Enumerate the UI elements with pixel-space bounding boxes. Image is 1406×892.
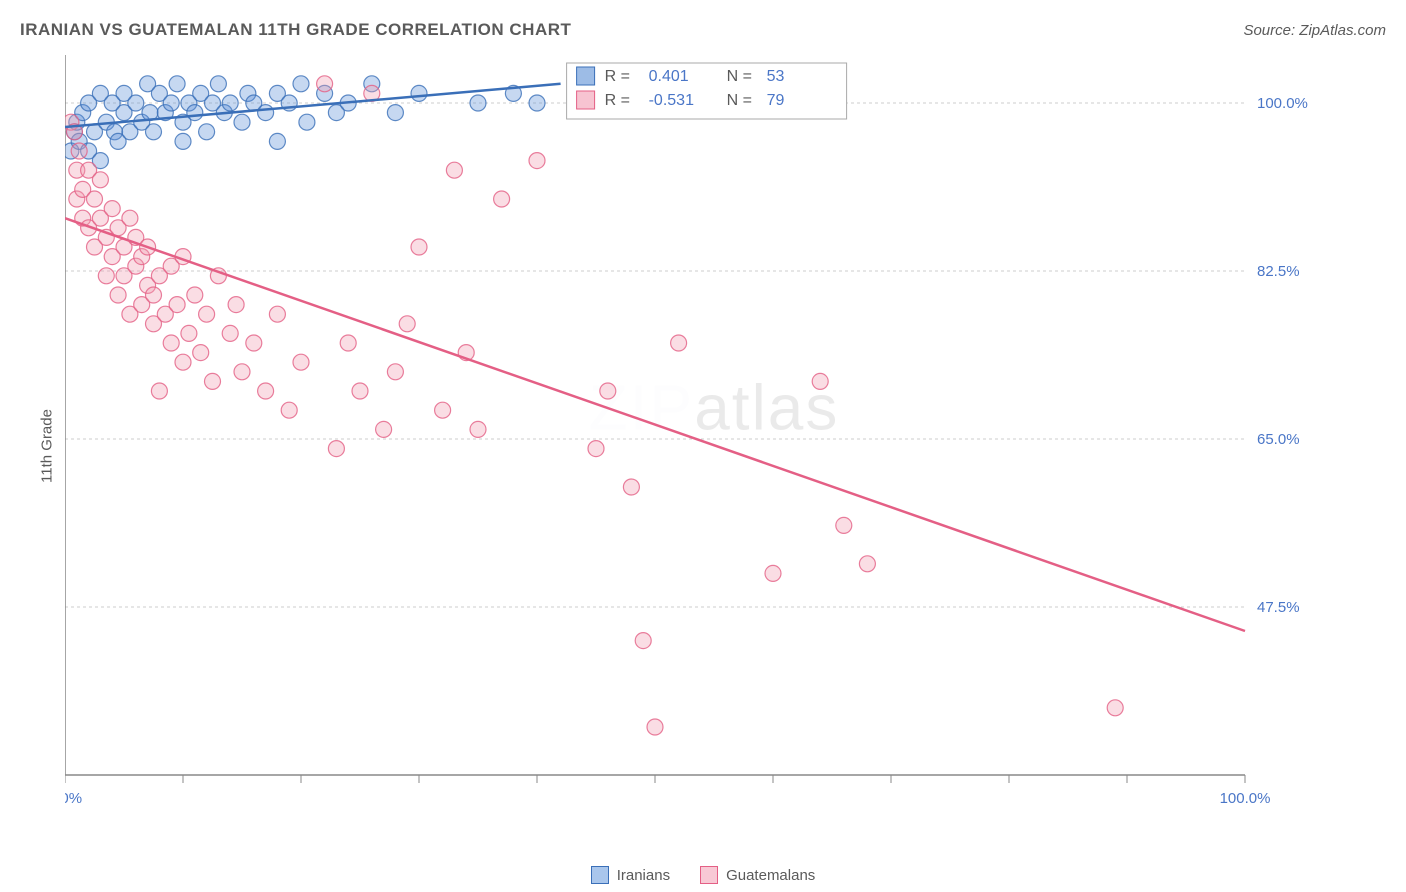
legend-swatch-iranians — [591, 866, 609, 884]
svg-text:-0.531: -0.531 — [649, 92, 694, 109]
svg-text:N =: N = — [727, 68, 752, 85]
chart-header: IRANIAN VS GUATEMALAN 11TH GRADE CORRELA… — [20, 20, 1386, 40]
legend-item-guatemalans: Guatemalans — [700, 866, 815, 884]
bottom-legend: Iranians Guatemalans — [0, 866, 1406, 884]
svg-text:0.0%: 0.0% — [65, 790, 82, 807]
plot-area: 47.5% 65.0% 82.5% 100.0% 0.0% 100.0% ZIPatlas R… — [65, 55, 1325, 815]
svg-text:47.5%: 47.5% — [1257, 599, 1300, 616]
svg-text:53: 53 — [767, 68, 785, 85]
scatter-plot-svg: 47.5% 65.0% 82.5% 100.0% 0.0% 100.0% ZIPatlas R… — [65, 55, 1325, 815]
svg-text:79: 79 — [767, 92, 785, 109]
svg-text:100.0%: 100.0% — [1220, 790, 1271, 807]
svg-text:82.5%: 82.5% — [1257, 263, 1300, 280]
legend-label-iranians: Iranians — [617, 867, 670, 884]
legend-item-iranians: Iranians — [591, 866, 670, 884]
legend-swatch-guatemalans — [700, 866, 718, 884]
legend-label-guatemalans: Guatemalans — [726, 867, 815, 884]
chart-source: Source: ZipAtlas.com — [1243, 22, 1386, 39]
svg-text:ZIPatlas: ZIPatlas — [589, 371, 840, 443]
chart-title: IRANIAN VS GUATEMALAN 11TH GRADE CORRELA… — [20, 20, 571, 40]
svg-text:100.0%: 100.0% — [1257, 95, 1308, 112]
y-axis-label: 11th Grade — [38, 409, 55, 483]
svg-text:R =: R = — [605, 92, 630, 109]
svg-text:65.0%: 65.0% — [1257, 431, 1300, 448]
svg-text:0.401: 0.401 — [649, 68, 689, 85]
svg-text:N =: N = — [727, 92, 752, 109]
svg-text:R =: R = — [605, 68, 630, 85]
